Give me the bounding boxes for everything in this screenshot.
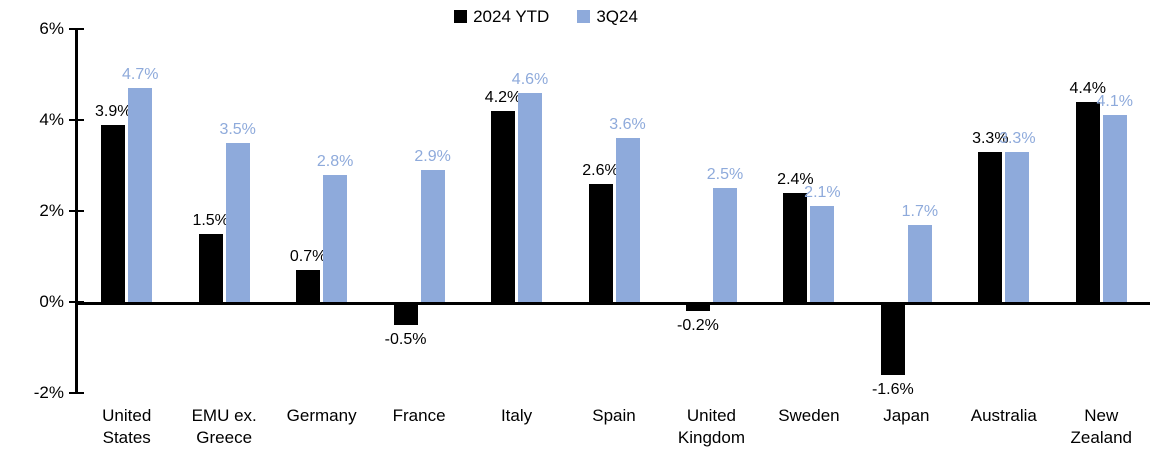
value-label-2024-ytd-11: 4.4% [1069, 79, 1106, 97]
bar-3q24-3 [323, 174, 348, 302]
y-axis-tick-label: 4% [39, 110, 64, 129]
legend-item-2024-ytd: 2024 YTD [454, 8, 549, 25]
y-axis-tick-label: -2% [33, 383, 64, 402]
bar-2024-ytd-5 [491, 110, 516, 302]
value-label-2024-ytd-10: 3.3% [972, 129, 1009, 147]
chart-legend: 2024 YTD 3Q24 [0, 8, 1092, 25]
category-label-9: Japan [883, 406, 930, 425]
bar-2024-ytd-2 [198, 233, 223, 302]
value-label-3q24-1: 4.7% [121, 66, 159, 84]
category-label-1: United States [102, 406, 152, 447]
bar-2024-ytd-1 [101, 124, 126, 302]
y-axis-tick-label: 0% [39, 292, 64, 311]
category-label-2: EMU ex. Greece [191, 406, 257, 447]
category-label-3: Germany [286, 406, 357, 425]
bar-2024-ytd-4 [393, 302, 418, 325]
bar-3q24-6 [615, 138, 640, 302]
value-label-3q24-7: 2.5% [706, 166, 744, 184]
value-label-3q24-6: 3.6% [609, 116, 646, 134]
bar-2024-ytd-3 [296, 270, 321, 302]
bar-3q24-2 [225, 142, 250, 302]
bar-3q24-7 [712, 188, 737, 302]
value-label-3q24-11: 4.1% [1096, 93, 1133, 111]
category-label-6: Spain [592, 406, 636, 425]
category-label-5: Italy [500, 406, 533, 425]
bar-3q24-1 [128, 88, 153, 302]
bar-2024-ytd-9 [880, 302, 905, 375]
category-label-4: France [392, 406, 446, 425]
bar-3q24-10 [1005, 151, 1030, 302]
value-label-2024-ytd-5: 4.2% [484, 88, 522, 106]
bar-2024-ytd-10 [978, 151, 1003, 302]
value-label-3q24-10: 3.3% [999, 129, 1036, 147]
legend-item-3q24: 3Q24 [577, 8, 638, 25]
value-label-2024-ytd-7: -0.2% [677, 317, 719, 335]
bar-3q24-4 [420, 170, 445, 302]
bar-3q24-8 [810, 206, 835, 302]
value-label-2024-ytd-8: 2.4% [777, 170, 814, 188]
value-label-2024-ytd-6: 2.6% [582, 161, 619, 179]
value-label-2024-ytd-2: 1.5% [192, 211, 229, 229]
y-axis-line [75, 28, 78, 394]
value-label-2024-ytd-4: -0.5% [384, 330, 427, 348]
bar-2024-ytd-6 [588, 183, 613, 302]
x-axis-zero-line [78, 302, 1150, 305]
legend-label-3q24: 3Q24 [596, 7, 638, 26]
bar-3q24-9 [907, 224, 932, 302]
legend-label-2024-ytd: 2024 YTD [473, 7, 550, 26]
category-label-10: Australia [970, 406, 1037, 425]
category-label-11: New Zealand [1070, 406, 1132, 447]
bar-2024-ytd-8 [783, 192, 808, 302]
legend-swatch-2024-ytd-icon [454, 10, 468, 23]
y-axis-tick-label: 2% [39, 201, 64, 220]
category-label-8: Sweden [778, 406, 840, 425]
value-label-3q24-2: 3.5% [219, 120, 256, 138]
value-label-3q24-4: 2.9% [414, 148, 451, 166]
value-label-3q24-8: 2.1% [804, 184, 841, 202]
value-label-3q24-3: 2.8% [316, 152, 354, 170]
bar-3q24-11 [1102, 115, 1127, 302]
value-label-2024-ytd-3: 0.7% [289, 248, 327, 266]
bar-2024-ytd-11 [1075, 101, 1100, 302]
value-label-3q24-9: 1.7% [901, 202, 939, 220]
bar-2024-ytd-7 [685, 302, 710, 312]
bar-3q24-5 [518, 92, 543, 302]
category-label-7: United Kingdom [677, 406, 745, 447]
legend-swatch-3q24-icon [577, 10, 591, 23]
value-label-2024-ytd-1: 3.9% [94, 102, 132, 120]
value-label-2024-ytd-9: -1.6% [871, 380, 914, 398]
y-axis-tick-label: 6% [39, 19, 64, 38]
value-label-3q24-5: 4.6% [511, 70, 549, 88]
